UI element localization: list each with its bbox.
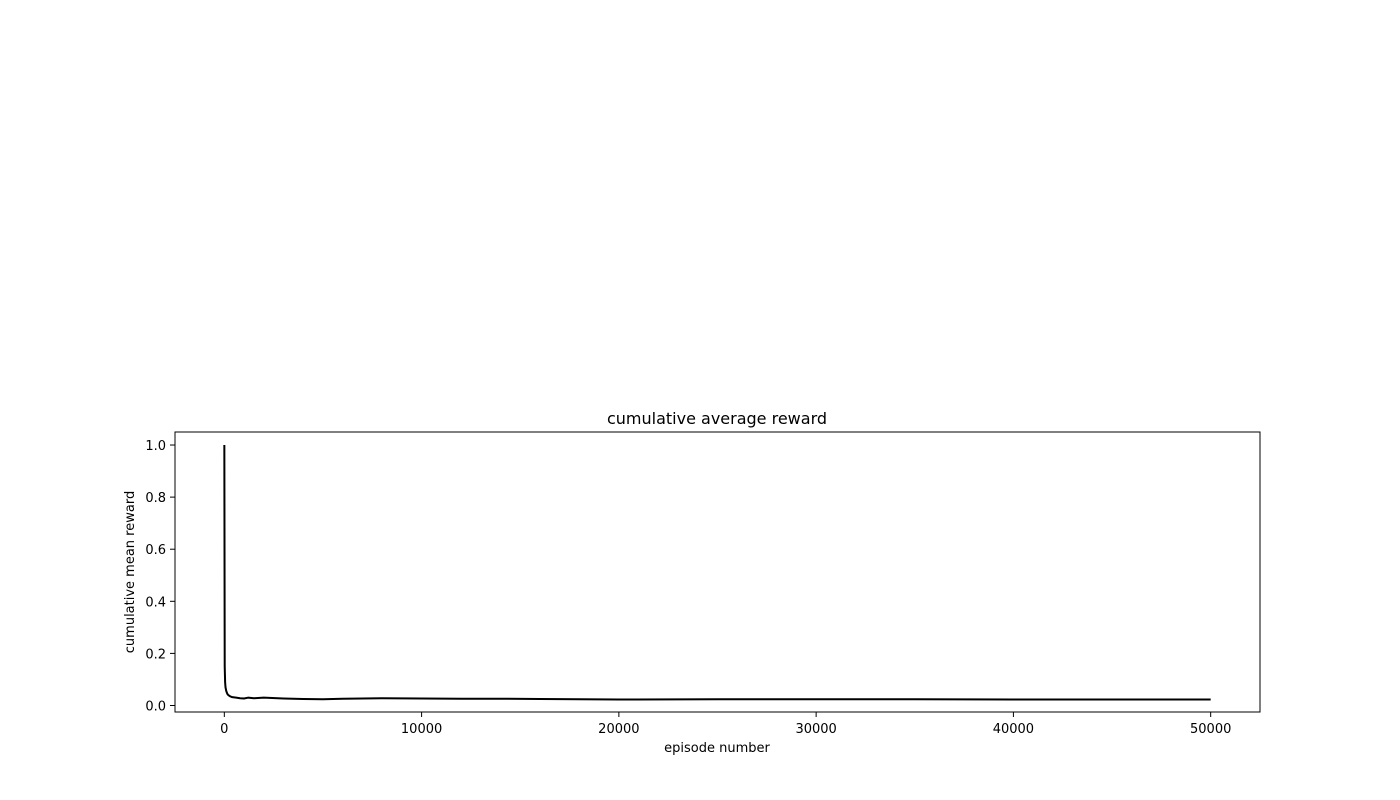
x-tick-label: 50000 — [1190, 722, 1231, 737]
x-axis-title: episode number — [664, 741, 770, 756]
series-line — [223, 445, 1211, 701]
y-tick-label: 0.0 — [145, 699, 166, 714]
x-tick-label: 40000 — [993, 722, 1034, 737]
x-tick-label: 20000 — [598, 722, 639, 737]
y-tick-label: 1.0 — [145, 439, 166, 454]
chart-title: cumulative average reward — [607, 409, 827, 428]
axes-frame — [174, 431, 1261, 713]
y-tick-label: 0.2 — [145, 647, 166, 662]
y-tick-label: 0.6 — [145, 543, 166, 558]
y-tick-label: 0.4 — [145, 595, 166, 610]
y-axis-title: cumulative mean reward — [123, 491, 138, 653]
x-tick-label: 0 — [220, 722, 228, 737]
y-tick-label: 0.8 — [145, 491, 166, 506]
x-tick-label: 10000 — [401, 722, 442, 737]
x-tick-label: 30000 — [795, 722, 836, 737]
